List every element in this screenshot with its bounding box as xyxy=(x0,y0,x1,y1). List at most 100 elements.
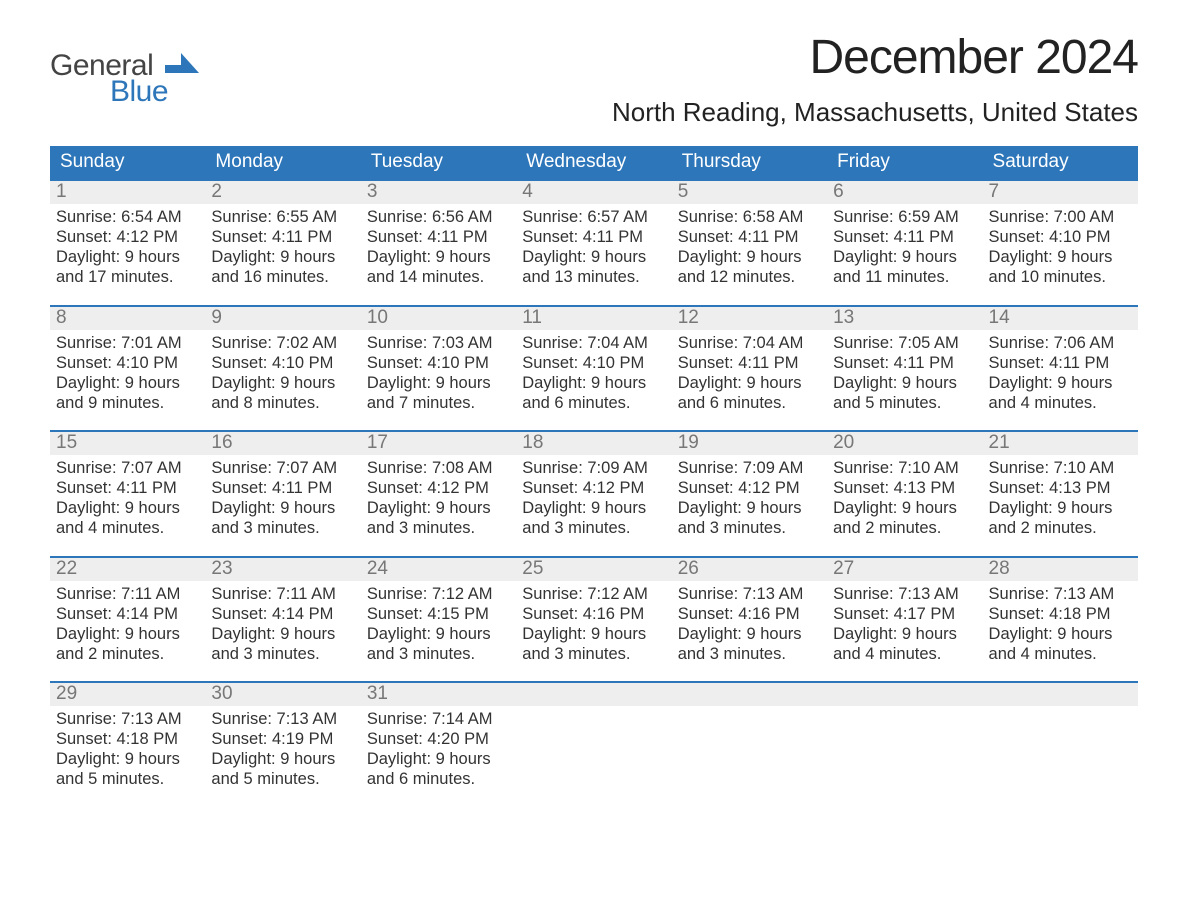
sunrise-text: Sunrise: 7:13 AM xyxy=(678,584,821,604)
day-number: 31 xyxy=(361,683,516,706)
sunrise-text: Sunrise: 7:07 AM xyxy=(56,458,199,478)
day-cell: 9Sunrise: 7:02 AMSunset: 4:10 PMDaylight… xyxy=(205,307,360,417)
day-cell: 15Sunrise: 7:07 AMSunset: 4:11 PMDayligh… xyxy=(50,432,205,542)
daylight-text-1: Daylight: 9 hours xyxy=(56,624,199,644)
sunset-text: Sunset: 4:13 PM xyxy=(989,478,1132,498)
daylight-text-1: Daylight: 9 hours xyxy=(833,247,976,267)
daylight-text-2: and 14 minutes. xyxy=(367,267,510,287)
day-details: Sunrise: 6:59 AMSunset: 4:11 PMDaylight:… xyxy=(827,204,982,291)
sunrise-text: Sunrise: 6:55 AM xyxy=(211,207,354,227)
sunset-text: Sunset: 4:11 PM xyxy=(211,478,354,498)
daylight-text-2: and 17 minutes. xyxy=(56,267,199,287)
day-number: 12 xyxy=(672,307,827,330)
daylight-text-1: Daylight: 9 hours xyxy=(989,373,1132,393)
sunset-text: Sunset: 4:16 PM xyxy=(522,604,665,624)
daylight-text-1: Daylight: 9 hours xyxy=(522,624,665,644)
sunrise-text: Sunrise: 7:13 AM xyxy=(56,709,199,729)
sunset-text: Sunset: 4:16 PM xyxy=(678,604,821,624)
daylight-text-2: and 2 minutes. xyxy=(989,518,1132,538)
daylight-text-1: Daylight: 9 hours xyxy=(211,749,354,769)
sunset-text: Sunset: 4:11 PM xyxy=(211,227,354,247)
day-cell: 14Sunrise: 7:06 AMSunset: 4:11 PMDayligh… xyxy=(983,307,1138,417)
day-number: 18 xyxy=(516,432,671,455)
day-cell: 1Sunrise: 6:54 AMSunset: 4:12 PMDaylight… xyxy=(50,181,205,291)
day-cell: 25Sunrise: 7:12 AMSunset: 4:16 PMDayligh… xyxy=(516,558,671,668)
day-cell xyxy=(983,683,1138,793)
daylight-text-1: Daylight: 9 hours xyxy=(367,749,510,769)
daylight-text-2: and 3 minutes. xyxy=(367,518,510,538)
sunrise-text: Sunrise: 6:58 AM xyxy=(678,207,821,227)
day-number: 7 xyxy=(983,181,1138,204)
day-number: 9 xyxy=(205,307,360,330)
day-number xyxy=(516,683,671,706)
day-cell: 11Sunrise: 7:04 AMSunset: 4:10 PMDayligh… xyxy=(516,307,671,417)
day-cell: 7Sunrise: 7:00 AMSunset: 4:10 PMDaylight… xyxy=(983,181,1138,291)
day-details: Sunrise: 7:07 AMSunset: 4:11 PMDaylight:… xyxy=(50,455,205,542)
logo-flag-icon xyxy=(165,50,199,77)
sunset-text: Sunset: 4:11 PM xyxy=(833,353,976,373)
day-number: 28 xyxy=(983,558,1138,581)
calendar-page: General Blue December 2024 North Reading… xyxy=(0,0,1188,833)
sunset-text: Sunset: 4:12 PM xyxy=(56,227,199,247)
day-details: Sunrise: 7:13 AMSunset: 4:18 PMDaylight:… xyxy=(983,581,1138,668)
sunset-text: Sunset: 4:15 PM xyxy=(367,604,510,624)
day-cell: 20Sunrise: 7:10 AMSunset: 4:13 PMDayligh… xyxy=(827,432,982,542)
week-row: 22Sunrise: 7:11 AMSunset: 4:14 PMDayligh… xyxy=(50,556,1138,668)
sunrise-text: Sunrise: 7:09 AM xyxy=(522,458,665,478)
sunset-text: Sunset: 4:11 PM xyxy=(678,353,821,373)
day-cell: 3Sunrise: 6:56 AMSunset: 4:11 PMDaylight… xyxy=(361,181,516,291)
week-row: 15Sunrise: 7:07 AMSunset: 4:11 PMDayligh… xyxy=(50,430,1138,542)
daylight-text-1: Daylight: 9 hours xyxy=(211,624,354,644)
day-cell: 17Sunrise: 7:08 AMSunset: 4:12 PMDayligh… xyxy=(361,432,516,542)
day-number xyxy=(983,683,1138,706)
daylight-text-1: Daylight: 9 hours xyxy=(367,624,510,644)
daylight-text-2: and 3 minutes. xyxy=(367,644,510,664)
day-cell xyxy=(827,683,982,793)
sunrise-text: Sunrise: 6:54 AM xyxy=(56,207,199,227)
daylight-text-1: Daylight: 9 hours xyxy=(522,247,665,267)
sunset-text: Sunset: 4:10 PM xyxy=(211,353,354,373)
sunrise-text: Sunrise: 7:12 AM xyxy=(367,584,510,604)
sunset-text: Sunset: 4:12 PM xyxy=(522,478,665,498)
daylight-text-1: Daylight: 9 hours xyxy=(211,498,354,518)
week-row: 29Sunrise: 7:13 AMSunset: 4:18 PMDayligh… xyxy=(50,681,1138,793)
day-cell: 19Sunrise: 7:09 AMSunset: 4:12 PMDayligh… xyxy=(672,432,827,542)
daylight-text-2: and 3 minutes. xyxy=(211,518,354,538)
sunset-text: Sunset: 4:11 PM xyxy=(367,227,510,247)
day-number: 3 xyxy=(361,181,516,204)
weekday-header-row: Sunday Monday Tuesday Wednesday Thursday… xyxy=(50,146,1138,179)
day-number: 23 xyxy=(205,558,360,581)
sunrise-text: Sunrise: 7:08 AM xyxy=(367,458,510,478)
day-number: 30 xyxy=(205,683,360,706)
sunrise-text: Sunrise: 7:10 AM xyxy=(989,458,1132,478)
day-details: Sunrise: 7:07 AMSunset: 4:11 PMDaylight:… xyxy=(205,455,360,542)
daylight-text-2: and 2 minutes. xyxy=(833,518,976,538)
day-cell xyxy=(516,683,671,793)
day-details: Sunrise: 7:06 AMSunset: 4:11 PMDaylight:… xyxy=(983,330,1138,417)
sunrise-text: Sunrise: 7:07 AM xyxy=(211,458,354,478)
sunset-text: Sunset: 4:18 PM xyxy=(989,604,1132,624)
sunset-text: Sunset: 4:13 PM xyxy=(833,478,976,498)
sunset-text: Sunset: 4:20 PM xyxy=(367,729,510,749)
day-details: Sunrise: 7:09 AMSunset: 4:12 PMDaylight:… xyxy=(516,455,671,542)
day-details: Sunrise: 7:13 AMSunset: 4:16 PMDaylight:… xyxy=(672,581,827,668)
daylight-text-2: and 6 minutes. xyxy=(367,769,510,789)
day-number: 1 xyxy=(50,181,205,204)
daylight-text-2: and 10 minutes. xyxy=(989,267,1132,287)
day-number: 16 xyxy=(205,432,360,455)
sunrise-text: Sunrise: 7:01 AM xyxy=(56,333,199,353)
topbar: General Blue December 2024 North Reading… xyxy=(50,30,1138,128)
sunrise-text: Sunrise: 7:11 AM xyxy=(211,584,354,604)
day-number: 2 xyxy=(205,181,360,204)
day-cell: 4Sunrise: 6:57 AMSunset: 4:11 PMDaylight… xyxy=(516,181,671,291)
day-details: Sunrise: 7:12 AMSunset: 4:15 PMDaylight:… xyxy=(361,581,516,668)
day-number: 20 xyxy=(827,432,982,455)
daylight-text-2: and 5 minutes. xyxy=(56,769,199,789)
week-row: 1 Sunrise: 6:54 AMSunset: 4:12 PM Daylight… xyxy=(50,179,1138,291)
sunrise-text: Sunrise: 7:00 AM xyxy=(989,207,1132,227)
sunrise-text: Sunrise: 7:10 AM xyxy=(833,458,976,478)
day-cell: 22Sunrise: 7:11 AMSunset: 4:14 PMDayligh… xyxy=(50,558,205,668)
daylight-text-1: Daylight: 9 hours xyxy=(833,373,976,393)
sunrise-text: Sunrise: 6:59 AM xyxy=(833,207,976,227)
day-number: 11 xyxy=(516,307,671,330)
